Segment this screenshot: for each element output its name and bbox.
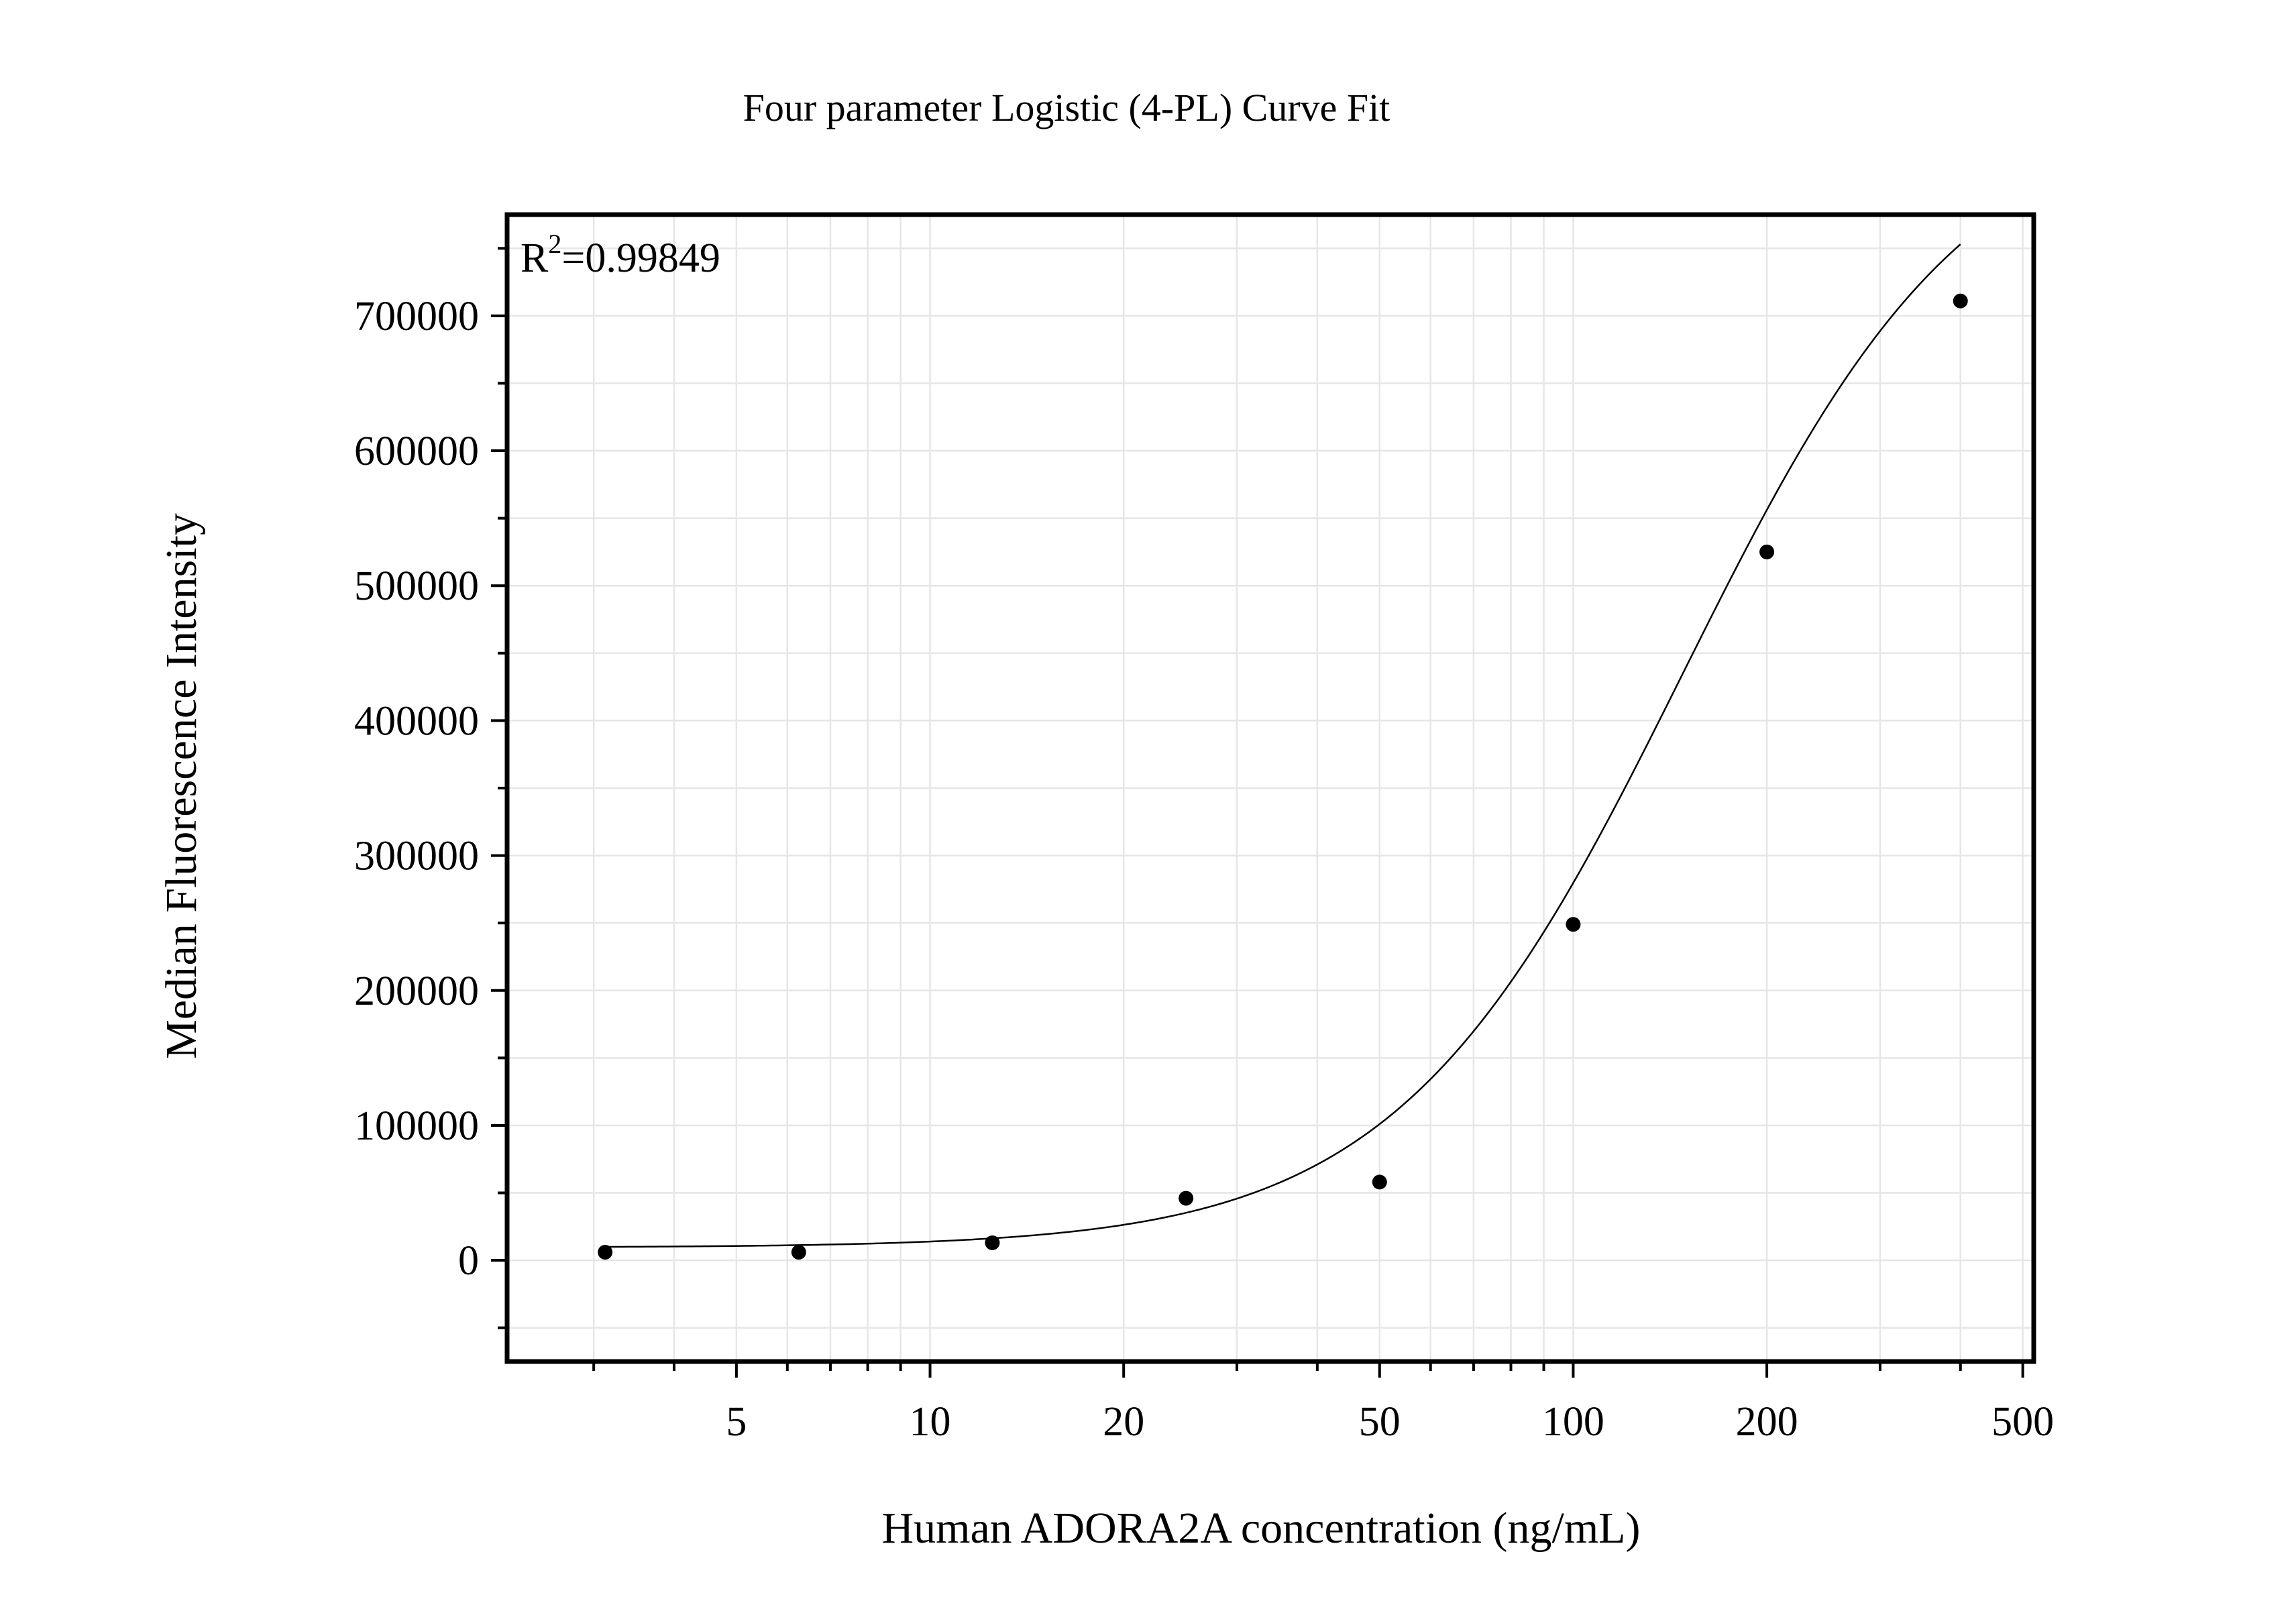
y-tick-label: 600000 xyxy=(354,429,479,474)
y-tick-label: 500000 xyxy=(354,563,479,609)
r-squared-value: =0.99849 xyxy=(561,235,720,281)
plot-frame xyxy=(504,212,2036,1364)
y-tick-label: 200000 xyxy=(354,968,479,1014)
y-tick-label: 400000 xyxy=(354,698,479,744)
data-point xyxy=(1759,544,1775,559)
data-point xyxy=(598,1245,613,1260)
data-point xyxy=(985,1235,1000,1250)
y-tick-label: 700000 xyxy=(354,294,479,339)
grid xyxy=(507,215,2034,1362)
data-point xyxy=(791,1245,806,1260)
y-tick-label: 100000 xyxy=(354,1103,479,1149)
x-axis-title: Human ADORA2A concentration (ng/mL) xyxy=(882,1504,1641,1553)
x-tick-label: 10 xyxy=(910,1399,951,1445)
y-tick-label: 300000 xyxy=(354,834,479,879)
data-point xyxy=(1566,917,1581,932)
data-point xyxy=(1953,293,1968,309)
fit-curve xyxy=(605,243,1961,1248)
x-tick-label: 50 xyxy=(1359,1399,1401,1445)
tick-labels: 5 10 20 50 100 200 500 0 100000 200000 300000 40000… xyxy=(354,294,2054,1445)
x-tick-label: 100 xyxy=(1542,1399,1604,1445)
fit-curve-layer xyxy=(605,243,1961,1248)
r-squared-superscript: 2 xyxy=(548,229,561,259)
x-tick-label: 5 xyxy=(726,1399,747,1445)
x-tick-label: 200 xyxy=(1736,1399,1798,1445)
r-squared-base: R xyxy=(521,235,549,281)
data-points xyxy=(598,293,1968,1260)
data-point xyxy=(1372,1174,1387,1190)
y-axis-title: Median Fluorescence Intensity xyxy=(157,513,206,1059)
x-tick-label: 20 xyxy=(1103,1399,1144,1445)
x-tick-label: 500 xyxy=(1991,1399,2054,1445)
chart-title: Four parameter Logistic (4-PL) Curve Fit xyxy=(743,86,1390,129)
data-point xyxy=(1179,1190,1194,1206)
r-squared-annotation: R2=0.99849 xyxy=(521,229,720,281)
y-tick-label: 0 xyxy=(458,1238,479,1284)
